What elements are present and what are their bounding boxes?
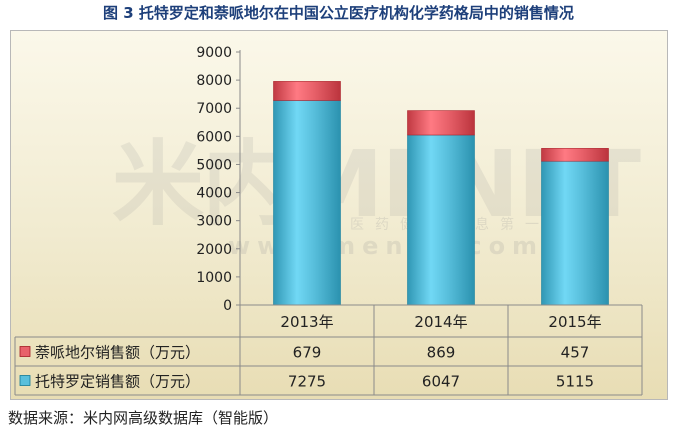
x-category-label: 2015年	[548, 313, 601, 331]
y-tick-label: 2000	[196, 242, 232, 258]
chart-title: 图 3 托特罗定和萘哌地尔在中国公立医疗机构化学药格局中的销售情况	[103, 4, 574, 22]
y-tick-label: 3000	[196, 214, 232, 230]
table-value-naftopidil: 457	[561, 344, 590, 362]
legend-label-tolterodine: 托特罗定销售额（万元）	[35, 373, 200, 391]
data-source: 数据来源：米内网高级数据库（智能版）	[8, 409, 279, 427]
table-value-naftopidil: 679	[293, 344, 322, 362]
bar-tolterodine	[407, 134, 475, 306]
legend-swatch-tolterodine	[19, 375, 31, 386]
bar-naftopidil	[407, 110, 475, 136]
y-tick-label: 6000	[196, 129, 232, 145]
table-value-tolterodine: 6047	[422, 373, 460, 391]
bar-naftopidil	[273, 81, 341, 101]
legend-swatch-naftopidil	[19, 346, 31, 357]
y-tick-label: 0	[223, 298, 232, 314]
bar-naftopidil	[541, 148, 609, 162]
y-tick-label: 7000	[196, 101, 232, 117]
y-tick-label: 8000	[196, 73, 232, 89]
legend-label-naftopidil: 萘哌地尔销售额（万元）	[35, 344, 200, 362]
y-tick-label: 5000	[196, 157, 232, 173]
y-tick-label: 9000	[196, 45, 232, 61]
y-tick-label: 4000	[196, 186, 232, 202]
table-value-naftopidil: 869	[427, 344, 456, 362]
x-category-label: 2013年	[280, 313, 333, 331]
table-value-tolterodine: 5115	[556, 373, 594, 391]
bar-tolterodine	[541, 160, 609, 306]
y-tick-label: 1000	[196, 270, 232, 286]
table-value-tolterodine: 7275	[288, 373, 326, 391]
bar-tolterodine	[273, 100, 341, 306]
x-category-label: 2014年	[414, 313, 467, 331]
